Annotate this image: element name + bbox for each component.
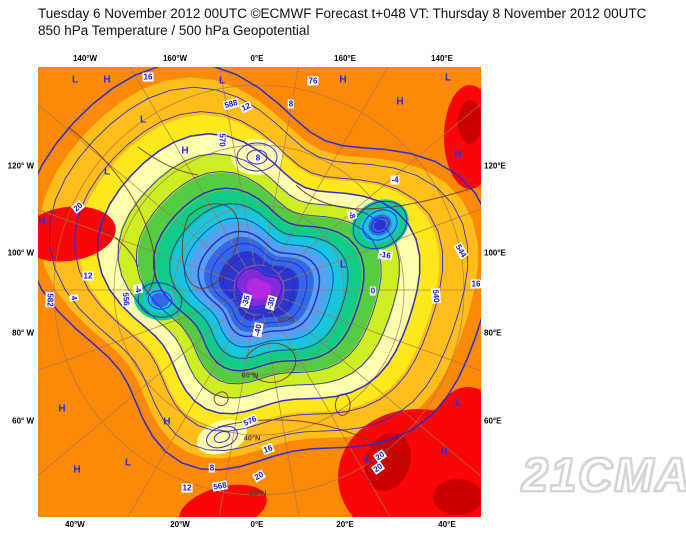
edge-label-left: 80° W — [12, 328, 34, 338]
edge-label-right: 100°E — [484, 248, 506, 258]
edge-label-top: 160°E — [334, 54, 356, 63]
edge-label-bottom: 40°E — [438, 520, 456, 529]
edge-label-top: 140°W — [72, 54, 98, 63]
edge-label-left: 120° W — [7, 161, 34, 171]
edge-label-bottom: 20°W — [170, 520, 190, 529]
weather-map — [38, 67, 481, 517]
edge-label-top: 140°E — [431, 54, 453, 63]
map-canvas — [38, 67, 481, 517]
edge-label-left: 60° W — [12, 416, 34, 426]
edge-label-bottom: 0°E — [250, 520, 264, 529]
temperature-shading — [39, 77, 478, 459]
edge-label-bottom: 40°W — [65, 520, 85, 529]
edge-label-left: 100° W — [7, 248, 34, 258]
chart-title-line2: 850 hPa Temperature / 500 hPa Geopotenti… — [38, 23, 310, 38]
edge-label-right: 60°E — [484, 416, 502, 426]
edge-label-bottom: 20°E — [336, 520, 354, 529]
edge-label-right: 120°E — [484, 161, 506, 171]
edge-label-right: 80°E — [484, 328, 502, 338]
chart-title-line1: Tuesday 6 November 2012 00UTC ©ECMWF For… — [38, 6, 647, 21]
geopotential-contours — [38, 67, 481, 471]
edge-label-top: 0°E — [250, 54, 264, 63]
edge-label-top: 160°W — [162, 54, 188, 63]
watermark-21cma: 21CMA — [521, 447, 686, 502]
